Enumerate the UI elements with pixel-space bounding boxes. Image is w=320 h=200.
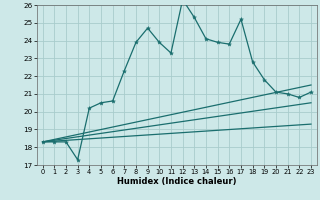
X-axis label: Humidex (Indice chaleur): Humidex (Indice chaleur) <box>117 177 236 186</box>
